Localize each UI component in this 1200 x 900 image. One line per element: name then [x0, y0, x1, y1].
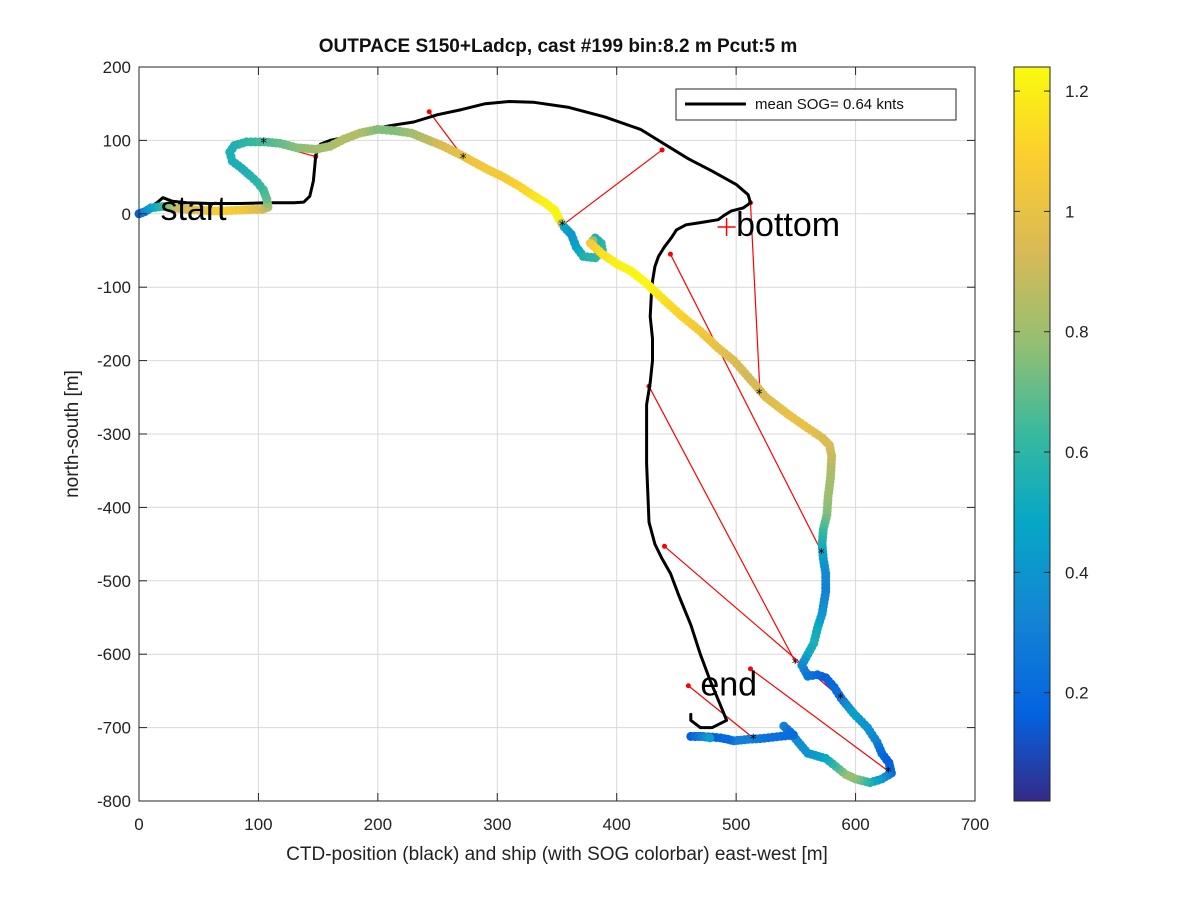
annotation-start: start: [160, 190, 227, 228]
ship-ctd-connection-line: [669, 253, 823, 554]
ship-position-marker: *: [792, 657, 799, 672]
legend-entry-label: mean SOG= 0.64 knts: [755, 96, 904, 113]
x-tick-label: 200: [364, 815, 392, 834]
y-tick-label: 100: [103, 131, 131, 150]
y-axis-label: north-south [m]: [62, 370, 83, 498]
annotation-end: end: [700, 666, 757, 704]
y-axis-ticks: 200 100 0 -100 -200 -300 -400 -500 -600 -700 -800: [97, 58, 975, 811]
x-axis-ticks: 0 100 200 300 400 500 600 700: [134, 67, 989, 834]
ctd-position-point: [667, 251, 673, 257]
plot-area: * * * * * * * * * start bottom end: [134, 66, 976, 802]
colorbar-gradient: [1013, 66, 1051, 802]
ship-position-marker: *: [885, 766, 892, 781]
ctd-position-point: [426, 109, 432, 115]
y-tick-label: 200: [103, 58, 131, 77]
ctd-position-point: [661, 543, 667, 549]
annotation-bottom: bottom: [736, 206, 840, 244]
ctd-position-point: [747, 666, 753, 672]
x-tick-label: 300: [483, 815, 511, 834]
y-tick-label: -100: [97, 278, 131, 297]
ship-position-marker: *: [818, 547, 825, 562]
ship-ctd-connection-line: [562, 149, 663, 226]
annotation-layer: start bottom end: [160, 190, 840, 704]
y-tick-label: -700: [97, 719, 131, 738]
colorbar-tick-label: 1.2: [1065, 82, 1089, 101]
x-tick-label: 500: [722, 815, 750, 834]
x-tick-label: 100: [244, 815, 272, 834]
ship-track-point: [705, 733, 715, 743]
x-tick-label: 700: [961, 815, 989, 834]
y-tick-label: -600: [97, 645, 131, 664]
colorbar-tick-label: 0.2: [1065, 684, 1089, 703]
y-tick-label: -800: [97, 792, 131, 811]
y-tick-label: -300: [97, 425, 131, 444]
colorbar: 0.2 0.4 0.6 0.8 1 1.2: [1013, 66, 1089, 802]
ctd-track-layer: [137, 100, 752, 730]
ship-position-marker: *: [837, 692, 844, 707]
ship-position-marker: *: [460, 152, 467, 167]
marker-layer: [717, 218, 736, 237]
ctd-position-point: [659, 147, 665, 153]
ship-position-marker: *: [756, 388, 763, 403]
ship-position-marker: *: [750, 733, 757, 748]
chart-title: OUTPACE S150+Ladcp, cast #199 bin:8.2 m …: [319, 36, 798, 57]
colorbar-tick-label: 1: [1065, 202, 1074, 221]
x-tick-label: 0: [134, 815, 143, 834]
y-tick-label: -400: [97, 498, 131, 517]
colorbar-ticks: 0.2 0.4 0.6 0.8 1 1.2: [1014, 82, 1089, 703]
ship-position-marker: *: [260, 137, 267, 152]
ship-ctd-connection-line: [648, 386, 797, 664]
colorbar-tick-label: 0.4: [1065, 563, 1089, 582]
ship-ctd-connection-line: [749, 202, 761, 394]
y-tick-label: 0: [122, 205, 131, 224]
colorbar-tick-label: 0.8: [1065, 323, 1089, 342]
legend-box: mean SOG= 0.64 knts: [675, 88, 957, 121]
y-tick-label: -500: [97, 572, 131, 591]
ship-track-layer: * * * * * * * * *: [134, 124, 896, 788]
ship-position-marker: *: [559, 219, 566, 234]
ship-ctd-connection-line: [687, 685, 755, 740]
colorbar-tick-label: 0.6: [1065, 443, 1089, 462]
ship-ctd-connection-line: [750, 668, 890, 773]
x-tick-label: 400: [603, 815, 631, 834]
x-tick-label: 600: [841, 815, 869, 834]
x-axis-label: CTD-position (black) and ship (with SOG …: [286, 844, 828, 865]
ctd-track-line: [137, 100, 752, 730]
y-tick-label: -200: [97, 352, 131, 371]
ctd-position-point: [685, 683, 691, 689]
